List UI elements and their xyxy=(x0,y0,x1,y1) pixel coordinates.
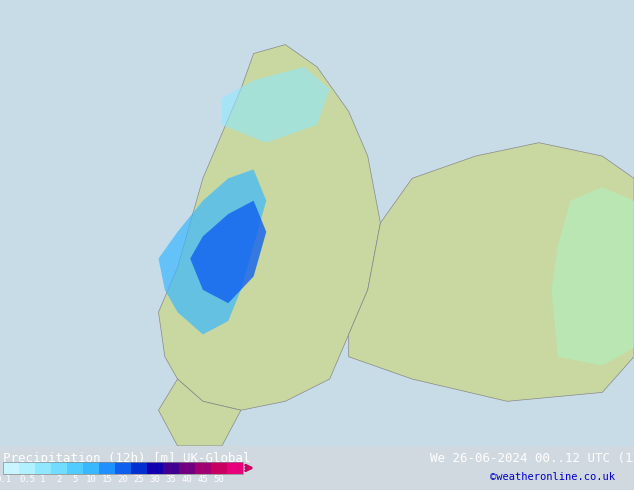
Text: 40: 40 xyxy=(181,475,192,484)
Polygon shape xyxy=(158,379,241,446)
Text: 25: 25 xyxy=(134,475,145,484)
Text: 30: 30 xyxy=(150,475,160,484)
Text: 50: 50 xyxy=(214,475,224,484)
Bar xyxy=(115,462,131,474)
Bar xyxy=(3,462,19,474)
Bar xyxy=(163,462,179,474)
Bar xyxy=(147,462,163,474)
Bar xyxy=(67,462,83,474)
Text: 0.5: 0.5 xyxy=(19,475,35,484)
Polygon shape xyxy=(158,45,380,410)
Text: 20: 20 xyxy=(118,475,128,484)
Text: 10: 10 xyxy=(86,475,96,484)
Polygon shape xyxy=(349,143,634,401)
Text: 5: 5 xyxy=(72,475,78,484)
Polygon shape xyxy=(190,201,266,303)
Bar xyxy=(3,462,243,474)
Text: 1: 1 xyxy=(41,475,46,484)
Polygon shape xyxy=(222,67,330,143)
Bar xyxy=(131,462,147,474)
Bar xyxy=(227,462,243,474)
Text: 35: 35 xyxy=(165,475,176,484)
Bar xyxy=(99,462,115,474)
Bar xyxy=(19,462,35,474)
Bar xyxy=(51,462,67,474)
Polygon shape xyxy=(158,170,266,334)
Text: 15: 15 xyxy=(101,475,112,484)
Text: ©weatheronline.co.uk: ©weatheronline.co.uk xyxy=(490,472,615,482)
Text: 0.1: 0.1 xyxy=(0,475,11,484)
Bar xyxy=(211,462,227,474)
Bar xyxy=(179,462,195,474)
Text: 2: 2 xyxy=(56,475,61,484)
Text: We 26-06-2024 00..12 UTC (12+48): We 26-06-2024 00..12 UTC (12+48) xyxy=(430,452,634,465)
Text: Precipitation (12h) [m] UK-Global: Precipitation (12h) [m] UK-Global xyxy=(3,452,250,465)
Polygon shape xyxy=(552,187,634,366)
Bar xyxy=(195,462,211,474)
Bar xyxy=(83,462,99,474)
Bar xyxy=(35,462,51,474)
Text: 45: 45 xyxy=(198,475,209,484)
